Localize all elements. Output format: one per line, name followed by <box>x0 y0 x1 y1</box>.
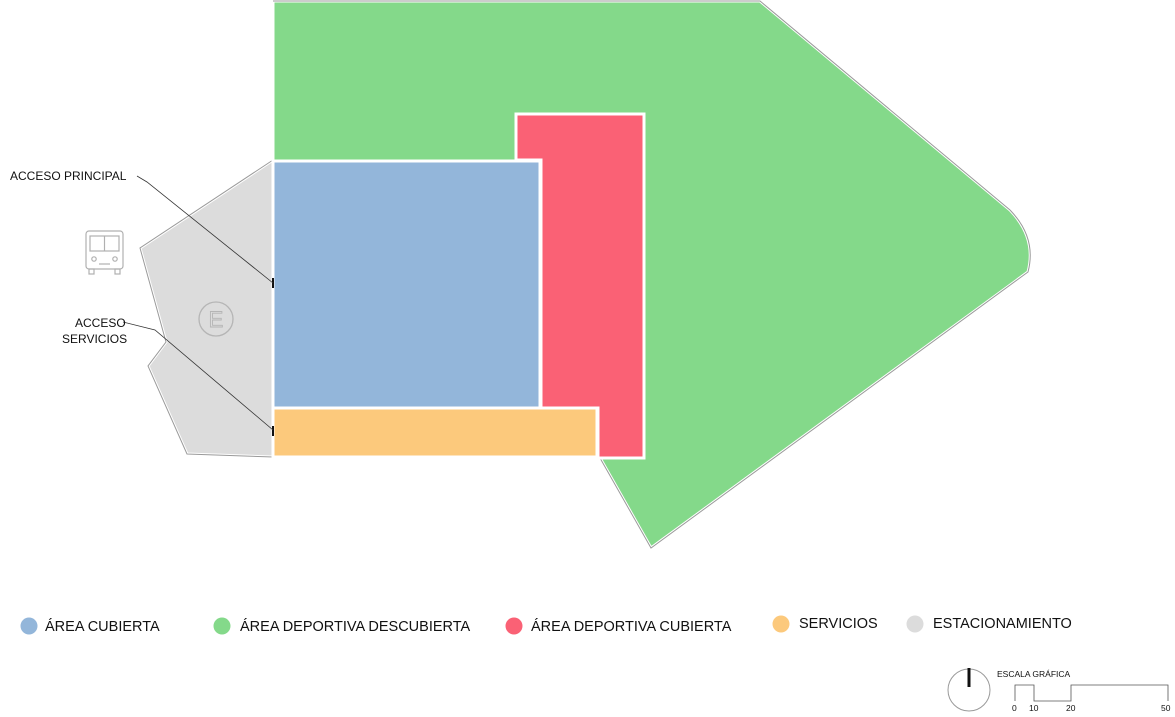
legend-swatch-area-deportiva-cubierta <box>505 617 523 635</box>
zone-servicios <box>271 406 599 459</box>
label-acceso-principal: ACCESO PRINCIPAL <box>10 169 127 183</box>
zone-area-cubierta <box>271 159 542 411</box>
legend: ÁREA CUBIERTA ÁREA DEPORTIVA DESCUBIERTA… <box>20 615 1072 635</box>
scale-bar-line <box>1014 684 1169 702</box>
legend-label-area-cubierta: ÁREA CUBIERTA <box>45 618 160 635</box>
north-arrow-icon <box>947 668 991 712</box>
legend-swatch-estacionamiento <box>906 615 924 633</box>
scale-tick-50: 50 <box>1161 703 1171 713</box>
scale-tick-10: 10 <box>1029 703 1039 713</box>
label-acceso-servicios-line1: ACCESO <box>75 316 126 330</box>
label-acceso-servicios-line2: SERVICIOS <box>62 332 127 346</box>
scale-bar: ESCALA GRÁFICA 0 10 20 50 <box>997 669 1171 713</box>
bus-icon <box>85 230 124 275</box>
legend-label-estacionamiento: ESTACIONAMIENTO <box>933 616 1072 632</box>
legend-swatch-area-deportiva-descubierta <box>213 617 231 635</box>
svg-text:E: E <box>209 307 224 332</box>
legend-swatch-area-cubierta <box>20 617 38 635</box>
scale-title: ESCALA GRÁFICA <box>997 669 1071 679</box>
legend-label-servicios: SERVICIOS <box>799 616 878 632</box>
parking-icon: E <box>198 301 234 337</box>
legend-swatch-servicios <box>772 615 790 633</box>
zone-area-deportiva-descubierta-outline <box>273 0 1031 549</box>
scale-tick-0: 0 <box>1012 703 1017 713</box>
leader-line-acceso-principal <box>136 175 274 284</box>
leader-line-acceso-servicios <box>122 321 274 431</box>
legend-label-area-deportiva-cubierta: ÁREA DEPORTIVA CUBIERTA <box>531 618 732 635</box>
legend-label-area-deportiva-descubierta: ÁREA DEPORTIVA DESCUBIERTA <box>240 618 471 635</box>
scale-tick-20: 20 <box>1066 703 1076 713</box>
